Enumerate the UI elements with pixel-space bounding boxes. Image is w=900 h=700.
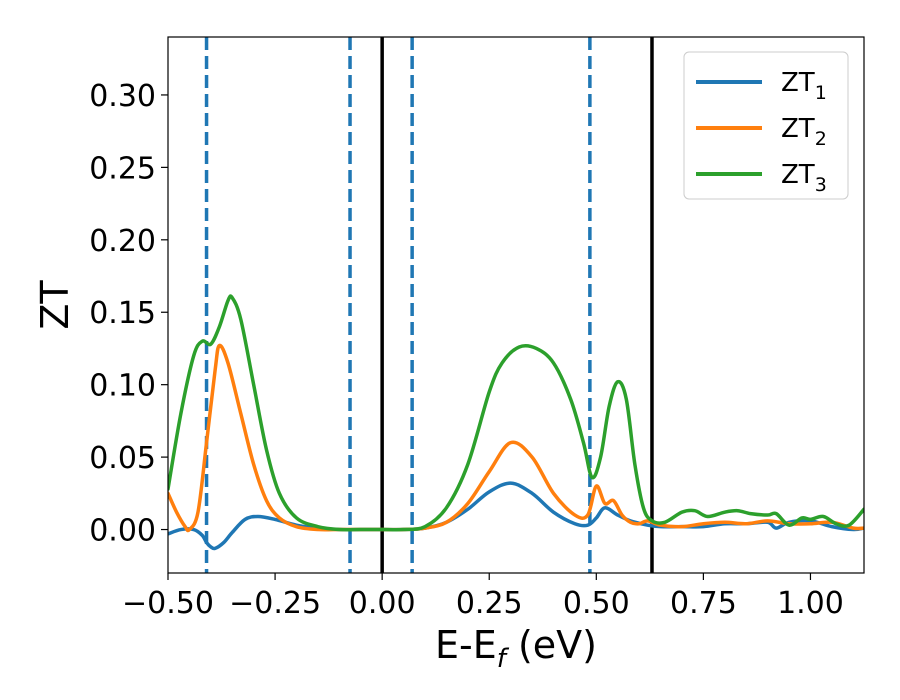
y-axis-ticks: 0.00 0.05 0.10 0.15 0.20 0.25 0.30 [89, 79, 168, 549]
x-tick-label: 0.50 [563, 586, 630, 621]
x-axis-ticks: −0.50 −0.25 0.00 0.25 0.50 0.75 1.00 [122, 573, 844, 621]
x-axis-label-main: E-E [435, 623, 497, 667]
y-tick-label: 0.05 [89, 441, 156, 476]
legend-label-zt1: ZT1 [781, 68, 827, 104]
x-tick-label: −0.50 [122, 586, 214, 621]
y-axis-label: ZT [33, 280, 77, 330]
y-tick-label: 0.25 [89, 151, 156, 186]
y-tick-label: 0.00 [89, 514, 156, 549]
y-tick-label: 0.10 [89, 369, 156, 404]
x-axis-label-unit: (eV) [506, 623, 597, 667]
legend-label-zt2: ZT2 [781, 114, 827, 150]
legend-entries: ZT1 ZT2 ZT3 [696, 68, 827, 196]
plot-frame [167, 36, 865, 574]
x-axis-label: E-Ef (eV) [435, 623, 597, 674]
y-tick-label: 0.30 [89, 79, 156, 114]
vertical-reference-lines [204, 37, 654, 573]
series-line-zt3 [168, 294, 864, 532]
legend-label-zt3: ZT3 [781, 160, 827, 196]
x-tick-label: −0.25 [229, 586, 321, 621]
legend-box [683, 51, 849, 200]
x-tick-label: 0.75 [670, 586, 737, 621]
y-tick-label: 0.20 [89, 224, 156, 259]
x-tick-label: 0.25 [456, 586, 523, 621]
legend: ZT1 ZT2 ZT3 [683, 51, 849, 200]
y-tick-label: 0.15 [89, 296, 156, 331]
x-tick-label: 1.00 [777, 586, 844, 621]
x-tick-label: 0.00 [349, 586, 416, 621]
series-layer [168, 294, 864, 551]
series-line-zt2 [168, 343, 864, 533]
